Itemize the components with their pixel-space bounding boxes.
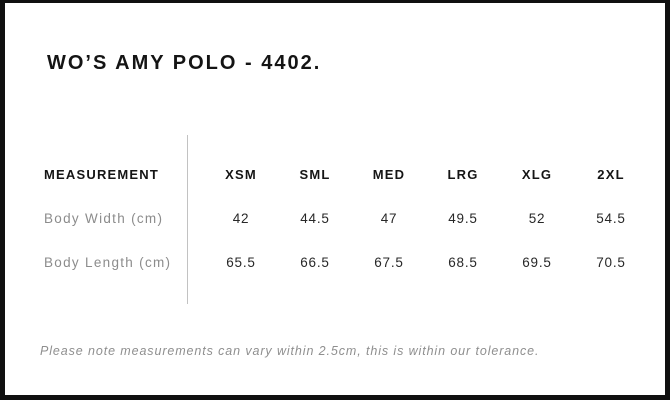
column-header-measurement: MEASUREMENT	[44, 166, 160, 182]
column-header-xlg: XLG	[521, 166, 553, 182]
body-width-sml-value: 44.5	[300, 210, 330, 226]
column-header-sml: SML	[299, 166, 331, 182]
body-length-lrg-value: 68.5	[448, 254, 478, 270]
column-header-med: MED	[372, 166, 406, 182]
body-width-lrg-value: 49.5	[448, 210, 478, 226]
row-label-body-length: Body Length (cm)	[44, 254, 172, 270]
body-width-med-value: 47	[380, 210, 398, 226]
column-header-xsm: XSM	[225, 166, 257, 182]
body-length-xsm-value: 65.5	[226, 254, 256, 270]
body-width-xlg-value: 52	[528, 210, 546, 226]
row-label-body-width: Body Width (cm)	[44, 210, 164, 226]
page-title: WO’S AMY POLO - 4402.	[47, 52, 322, 74]
body-length-2xl-value: 70.5	[596, 254, 626, 270]
body-length-xlg-value: 69.5	[522, 254, 552, 270]
table-vertical-divider	[187, 135, 188, 304]
body-length-sml-value: 66.5	[300, 254, 330, 270]
tolerance-note: Please note measurements can vary within…	[40, 344, 540, 358]
body-length-med-value: 67.5	[374, 254, 404, 270]
column-header-2xl: 2XL	[597, 166, 625, 182]
body-width-2xl-value: 54.5	[596, 210, 626, 226]
column-header-lrg: LRG	[447, 166, 479, 182]
size-table: MEASUREMENT XSM SML MED LRG XLG 2XL Body…	[44, 152, 648, 284]
body-width-xsm-value: 42	[232, 210, 250, 226]
